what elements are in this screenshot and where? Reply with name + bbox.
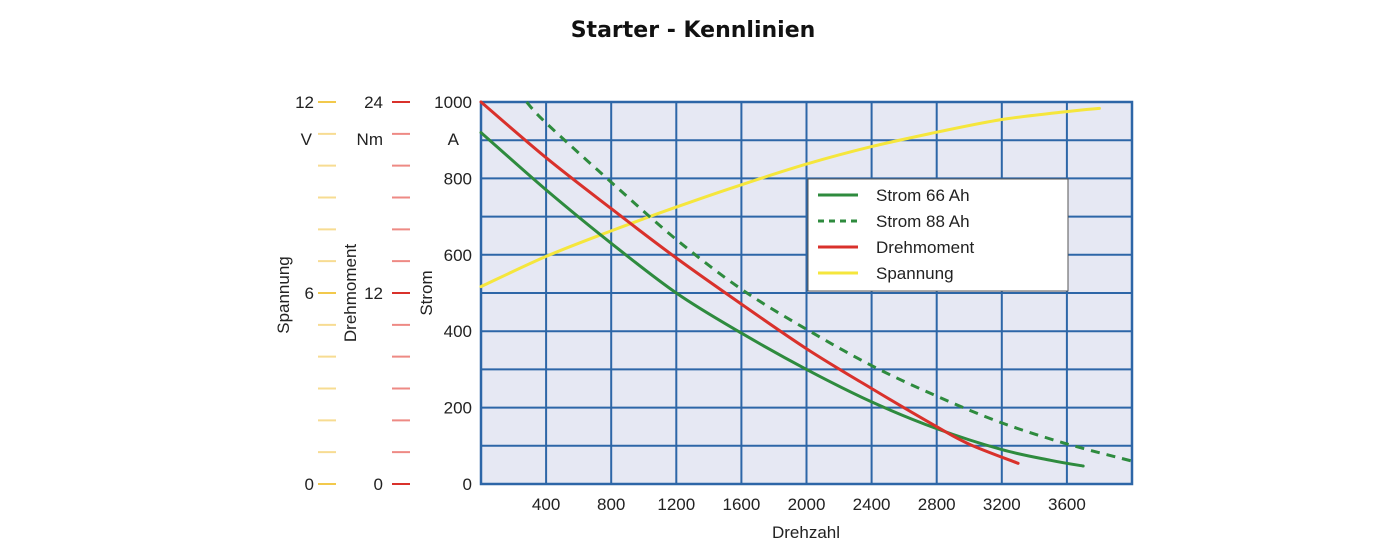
grid — [481, 102, 1132, 484]
x-tick-label: 3200 — [983, 495, 1021, 514]
spannung-axis-label: Spannung — [274, 256, 293, 334]
legend-label: Strom 66 Ah — [876, 186, 970, 205]
strom-tick-label: 200 — [444, 399, 472, 418]
x-axis: 400 800 1200 1600 2000 2400 2800 3200 3600 — [532, 495, 1086, 514]
spannung-unit: V — [301, 130, 313, 149]
series-line-spannung — [479, 106, 1101, 289]
series-line-strom-66-ah — [479, 131, 1085, 468]
series-line-strom-88-ah — [525, 100, 1133, 463]
drehmoment-tick-label: 0 — [374, 475, 383, 494]
x-tick-label: 2800 — [918, 495, 956, 514]
x-tick-label: 800 — [597, 495, 625, 514]
strom-tick-label: 0 — [463, 475, 472, 494]
strom-axis: 0 200 400 600 800 1000 — [434, 93, 472, 494]
series-line-drehmoment — [479, 100, 1020, 465]
drehmoment-axis: 0 12 24 — [364, 93, 410, 494]
spannung-tick-label: 12 — [295, 93, 314, 112]
drehmoment-unit: Nm — [357, 130, 383, 149]
strom-unit: A — [448, 130, 460, 149]
spannung-tick-label: 0 — [305, 475, 314, 494]
strom-tick-label: 400 — [444, 322, 472, 341]
drehmoment-tick-label: 24 — [364, 93, 383, 112]
x-tick-label: 1200 — [657, 495, 695, 514]
strom-tick-label: 800 — [444, 169, 472, 188]
series-layer — [479, 100, 1133, 468]
x-tick-label: 2400 — [853, 495, 891, 514]
x-tick-label: 1600 — [722, 495, 760, 514]
legend-label: Strom 88 Ah — [876, 212, 970, 231]
x-tick-label: 400 — [532, 495, 560, 514]
x-axis-label: Drehzahl — [772, 523, 840, 542]
legend: Strom 66 Ah Strom 88 Ah Drehmoment Spannung — [807, 178, 1069, 292]
strom-tick-label: 1000 — [434, 93, 472, 112]
drehmoment-tick-label: 12 — [364, 284, 383, 303]
strom-axis-label: Strom — [417, 270, 436, 315]
spannung-tick-label: 6 — [305, 284, 314, 303]
chart-title: Starter - Kennlinien — [571, 18, 816, 43]
legend-label: Spannung — [876, 264, 954, 283]
spannung-axis: 0 6 12 — [295, 93, 336, 494]
x-tick-label: 2000 — [788, 495, 826, 514]
drehmoment-axis-label: Drehmoment — [341, 244, 360, 343]
strom-tick-label: 600 — [444, 246, 472, 265]
x-tick-label: 3600 — [1048, 495, 1086, 514]
plot-frame — [479, 100, 1134, 486]
legend-label: Drehmoment — [876, 238, 975, 257]
